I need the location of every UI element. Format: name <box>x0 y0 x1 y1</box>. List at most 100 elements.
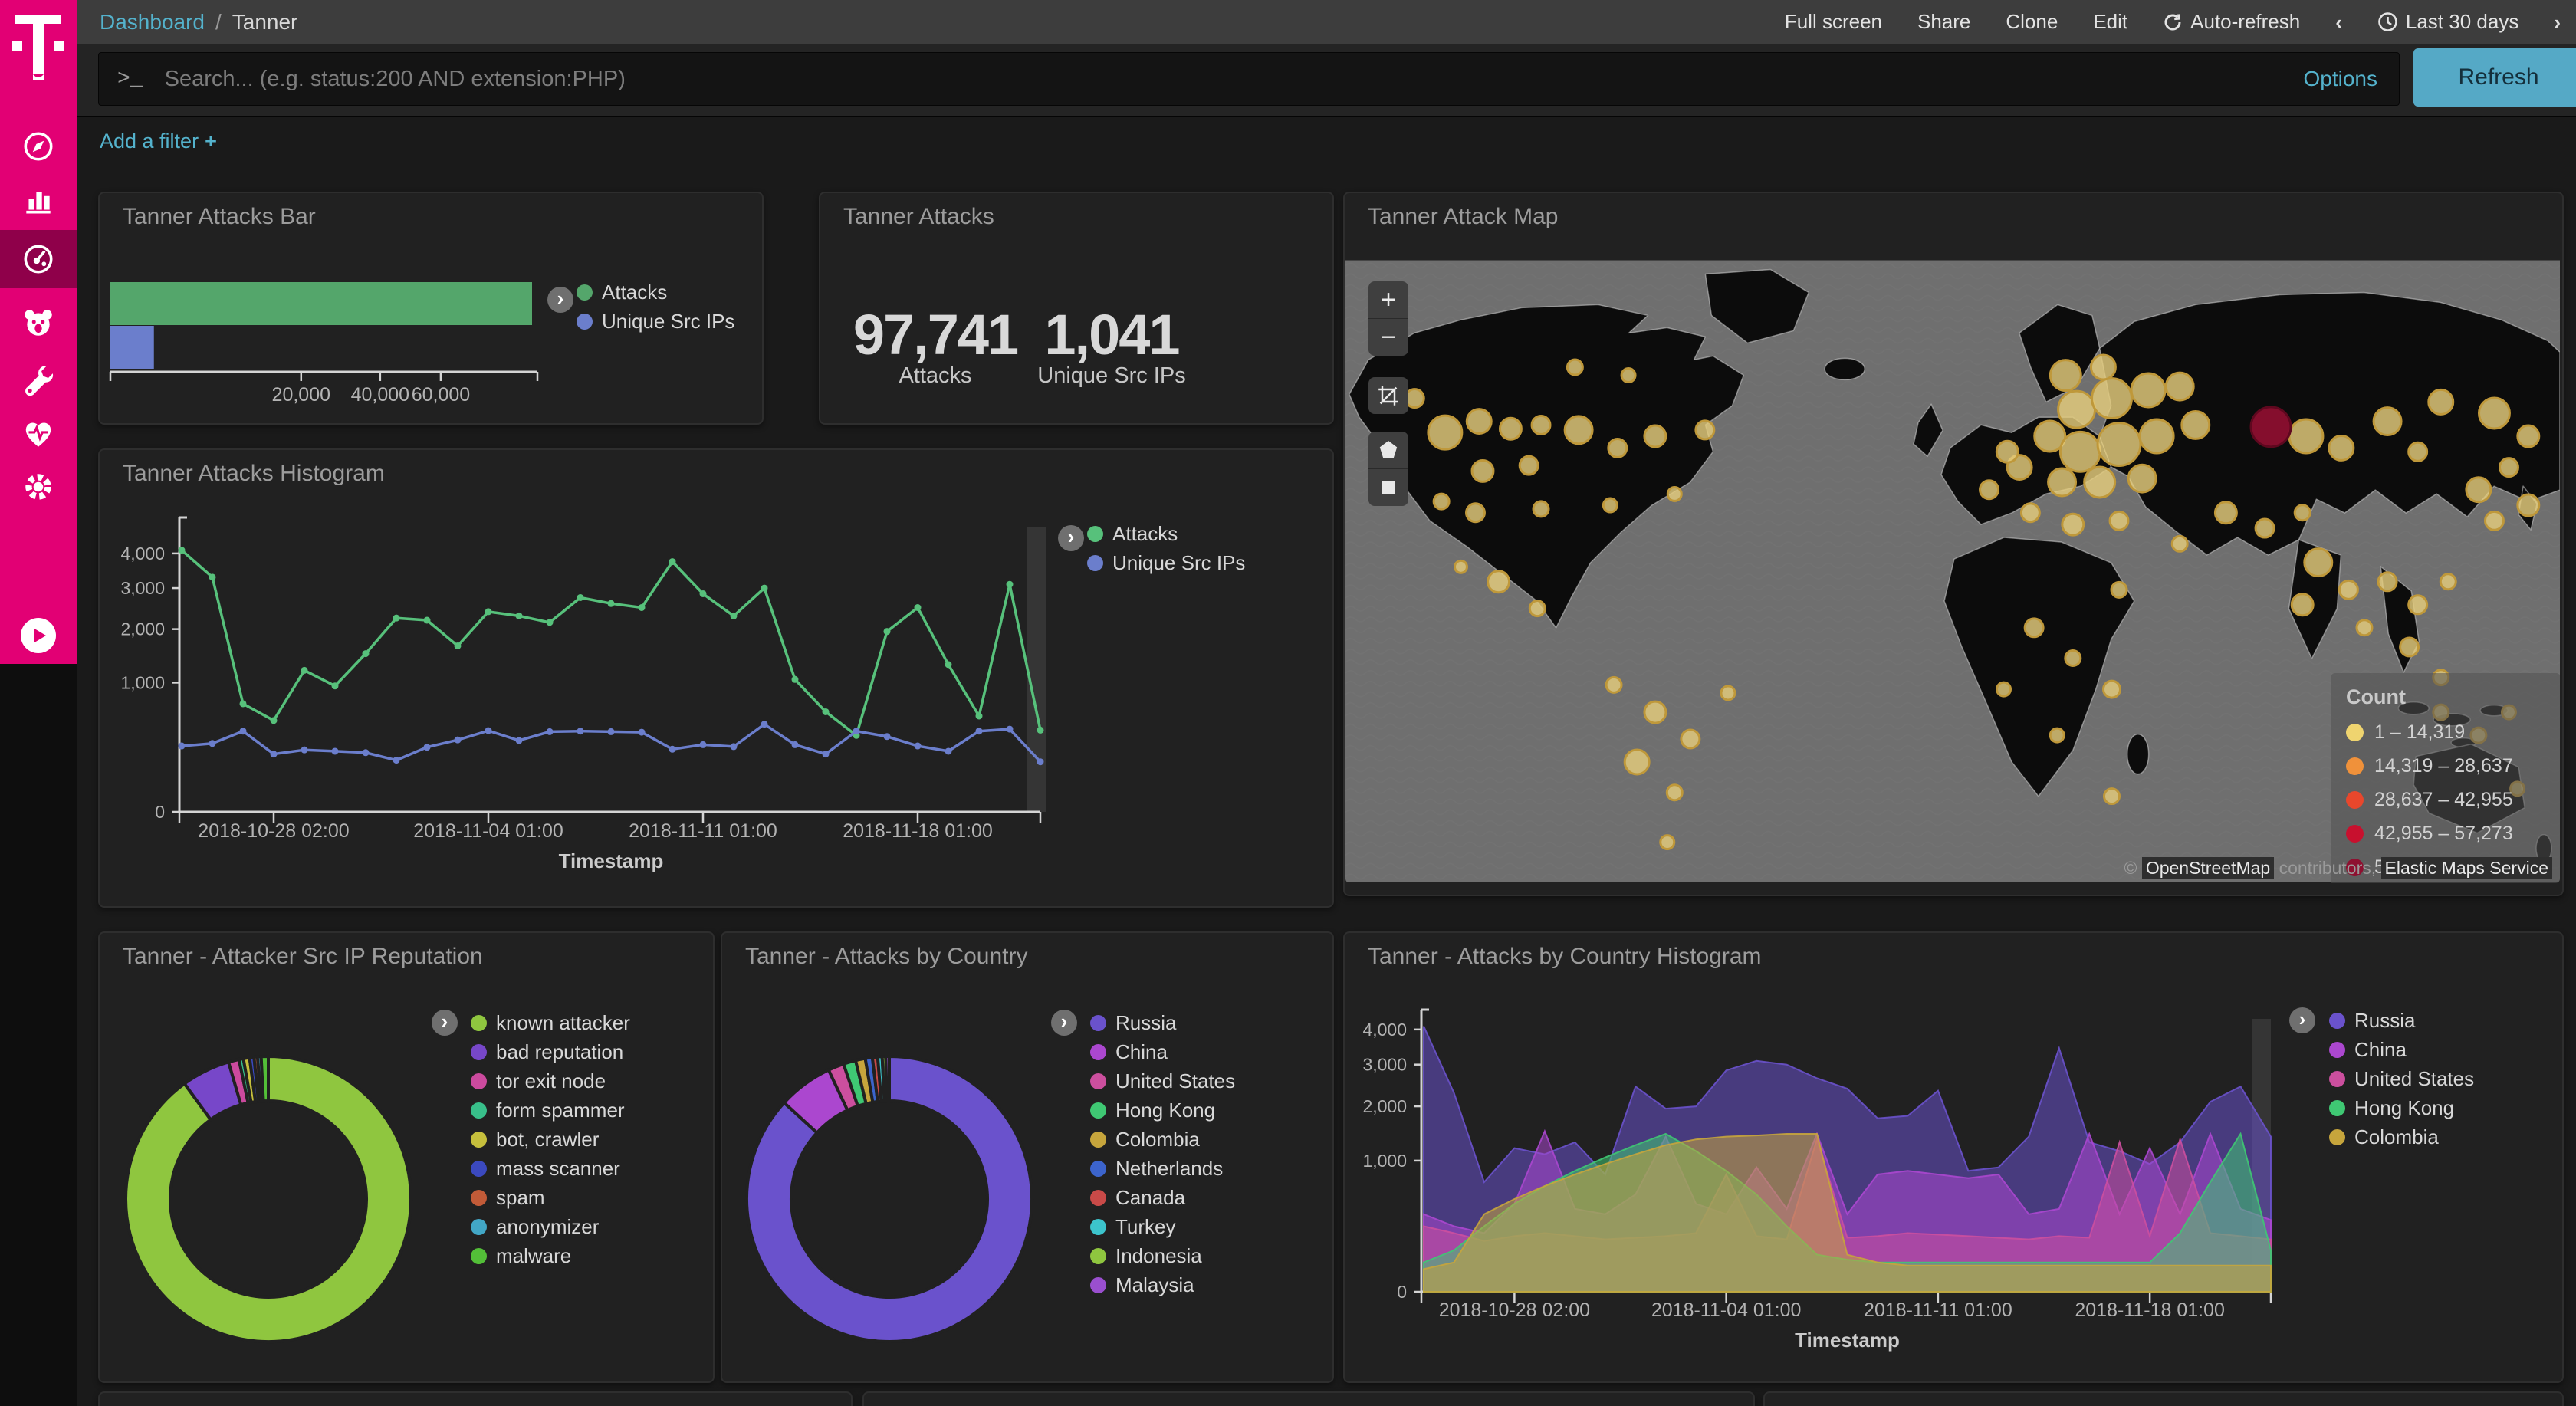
legend-label: Colombia <box>2354 1125 2439 1148</box>
svg-text:4,000: 4,000 <box>120 544 165 563</box>
map-draw-polygon-button[interactable] <box>1368 432 1408 468</box>
legend-item[interactable]: Russia <box>1090 1008 1235 1037</box>
legend-toggle-icon[interactable]: › <box>432 1010 458 1036</box>
sidebar-item-visualize[interactable] <box>0 173 77 227</box>
legend-item[interactable]: Colombia <box>1090 1125 1235 1154</box>
map-zoom-in-button[interactable]: + <box>1381 284 1396 314</box>
panel-title: Tanner Attacks Histogram <box>123 461 385 486</box>
legend-item[interactable]: China <box>1090 1037 1235 1066</box>
legend-label: spam <box>496 1185 545 1209</box>
legend-color-dot <box>2329 1012 2345 1029</box>
legend-toggle-icon[interactable]: › <box>1058 525 1084 551</box>
map-zoom-out-button[interactable]: − <box>1368 318 1408 356</box>
legend-label: Turkey <box>1116 1214 1176 1238</box>
panel-partial-bottom-1 <box>98 1391 853 1406</box>
world-map[interactable]: + − Count 1 – 14,319 14,319 – 28,637 28,63… <box>1346 259 2560 883</box>
legend-item[interactable]: Netherlands <box>1090 1154 1235 1183</box>
panel-title: Tanner - Attacks by Country Histogram <box>1368 944 1762 969</box>
search-input[interactable] <box>163 65 2304 93</box>
legend-item[interactable]: United States <box>1090 1066 1235 1096</box>
legend-color-dot <box>2329 1070 2345 1087</box>
query-options-link[interactable]: Options <box>2303 67 2378 90</box>
svg-text:2018-11-04 01:00: 2018-11-04 01:00 <box>413 820 564 842</box>
legend-color-dot <box>471 1073 487 1089</box>
legend-label: form spammer <box>496 1098 625 1122</box>
sidebar-item-dashboard[interactable] <box>0 230 77 288</box>
sidebar-item-monitoring[interactable] <box>0 406 77 460</box>
legend-item[interactable]: malware <box>471 1241 630 1270</box>
panel-tanner-attacks-bar: Tanner Attacks Bar 20,000 40,000 60,000 › … <box>98 192 764 425</box>
svg-text:Timestamp: Timestamp <box>559 849 664 872</box>
full-screen-button[interactable]: Full screen <box>1784 10 1882 33</box>
legend-item[interactable]: bot, crawler <box>471 1125 630 1154</box>
map-legend-color-dot <box>2346 757 2364 775</box>
time-forward-button[interactable]: › <box>2554 10 2561 34</box>
legend-item[interactable]: Unique Src IPs <box>1087 548 1245 577</box>
legend-item[interactable]: Canada <box>1090 1183 1235 1212</box>
search-box[interactable]: >_ Options <box>98 52 2400 106</box>
telekom-t-logo[interactable] <box>0 11 77 84</box>
legend-item[interactable]: known attacker <box>471 1008 630 1037</box>
legend-item[interactable]: anonymizer <box>471 1212 630 1241</box>
legend-item[interactable]: Indonesia <box>1090 1241 1235 1270</box>
legend-toggle-icon[interactable]: › <box>2289 1007 2315 1033</box>
donut-legend: known attacker bad reputation tor exit nod… <box>471 1008 630 1270</box>
svg-text:2018-11-11 01:00: 2018-11-11 01:00 <box>629 820 777 842</box>
refresh-button[interactable]: Refresh <box>2413 48 2576 107</box>
legend-item[interactable]: China <box>2329 1035 2474 1064</box>
legend-item[interactable]: mass scanner <box>471 1154 630 1183</box>
legend-item[interactable]: spam <box>471 1183 630 1212</box>
legend-label: Attacks <box>1112 521 1178 545</box>
legend-label: Hong Kong <box>2354 1096 2455 1119</box>
share-button[interactable]: Share <box>1917 10 1971 33</box>
elastic-maps-service-link[interactable]: Elastic Maps Service <box>2380 857 2552 879</box>
legend-item[interactable]: Attacks <box>577 278 734 307</box>
breadcrumb-dashboard-link[interactable]: Dashboard <box>100 9 205 34</box>
legend-item[interactable]: Attacks <box>1087 519 1245 548</box>
map-legend-range-label: 28,637 – 42,955 <box>2374 788 2513 810</box>
map-fit-data-button[interactable] <box>1368 377 1408 414</box>
legend-color-dot <box>2329 1099 2345 1116</box>
openstreetmap-link[interactable]: OpenStreetMap <box>2141 857 2275 879</box>
legend-item[interactable]: form spammer <box>471 1096 630 1125</box>
legend-item[interactable]: Malaysia <box>1090 1270 1235 1299</box>
panel-tanner-attacks-histogram: Tanner Attacks Histogram 0 1,000 2,000 3,00… <box>98 448 1334 908</box>
map-draw-rectangle-button[interactable] <box>1368 468 1408 506</box>
legend-item[interactable]: bad reputation <box>471 1037 630 1066</box>
legend-item[interactable]: Hong Kong <box>1090 1096 1235 1125</box>
crop-icon <box>1378 386 1398 406</box>
legend-color-dot <box>1090 1043 1106 1060</box>
legend-label: Canada <box>1116 1185 1186 1209</box>
legend-item[interactable]: tor exit node <box>471 1066 630 1096</box>
legend-label: known attacker <box>496 1010 630 1034</box>
panel-title: Tanner - Attacks by Country <box>745 944 1028 969</box>
legend-toggle-icon[interactable]: › <box>1051 1010 1077 1036</box>
legend-color-dot <box>471 1043 487 1060</box>
time-range-picker[interactable]: Last 30 days <box>2377 10 2518 34</box>
legend-item[interactable]: Colombia <box>2329 1122 2474 1151</box>
app-sidebar <box>0 0 77 664</box>
legend-item[interactable]: Turkey <box>1090 1212 1235 1241</box>
legend-item[interactable]: Unique Src IPs <box>577 307 734 336</box>
panel-title: Tanner Attacks <box>843 204 994 229</box>
play-icon <box>21 619 55 652</box>
time-back-button[interactable]: ‹ <box>2335 10 2342 34</box>
legend-toggle-icon[interactable]: › <box>547 287 573 313</box>
legend-item[interactable]: United States <box>2329 1064 2474 1093</box>
map-legend-range-label: 1 – 14,319 <box>2374 721 2466 743</box>
legend-label: malware <box>496 1243 572 1267</box>
legend-item[interactable]: Russia <box>2329 1006 2474 1035</box>
legend-label: Russia <box>1116 1010 1177 1034</box>
auto-refresh-button[interactable]: Auto-refresh <box>2163 10 2300 34</box>
sidebar-item-bear[interactable] <box>0 296 77 350</box>
edit-button[interactable]: Edit <box>2093 10 2128 33</box>
sidebar-item-management[interactable] <box>0 460 77 514</box>
sidebar-item-dev-tools[interactable] <box>0 353 77 406</box>
legend-color-dot <box>471 1189 487 1206</box>
sidebar-item-discover[interactable] <box>0 120 77 173</box>
svg-text:3,000: 3,000 <box>1362 1055 1407 1075</box>
legend-item[interactable]: Hong Kong <box>2329 1093 2474 1122</box>
add-filter-button[interactable]: Add a filter + <box>100 130 217 153</box>
play-button[interactable] <box>21 618 56 653</box>
clone-button[interactable]: Clone <box>2006 10 2058 33</box>
